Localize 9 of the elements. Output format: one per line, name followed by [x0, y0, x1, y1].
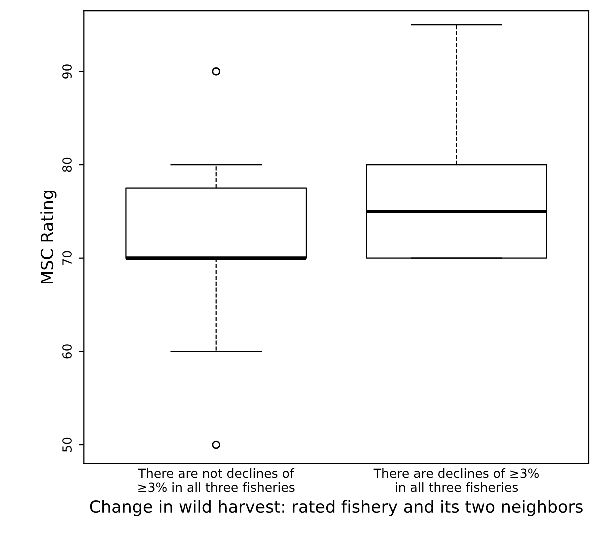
- x-tick-label: There are declines of ≥3% in all three fisheries: [374, 468, 539, 492]
- x-tick-label: There are not declines of ≥3% in all three fisheries: [138, 468, 295, 492]
- y-tick-label: 70: [62, 251, 72, 266]
- y-tick-label: 80: [62, 158, 72, 172]
- y-axis-title: MSC Rating: [40, 191, 57, 284]
- x-axis-title: Change in wild harvest: rated fishery and its two neighbors: [90, 500, 583, 516]
- y-tick-label: 50: [62, 438, 72, 452]
- y-tick-label: 90: [62, 64, 72, 79]
- y-tick-label: 60: [62, 344, 72, 359]
